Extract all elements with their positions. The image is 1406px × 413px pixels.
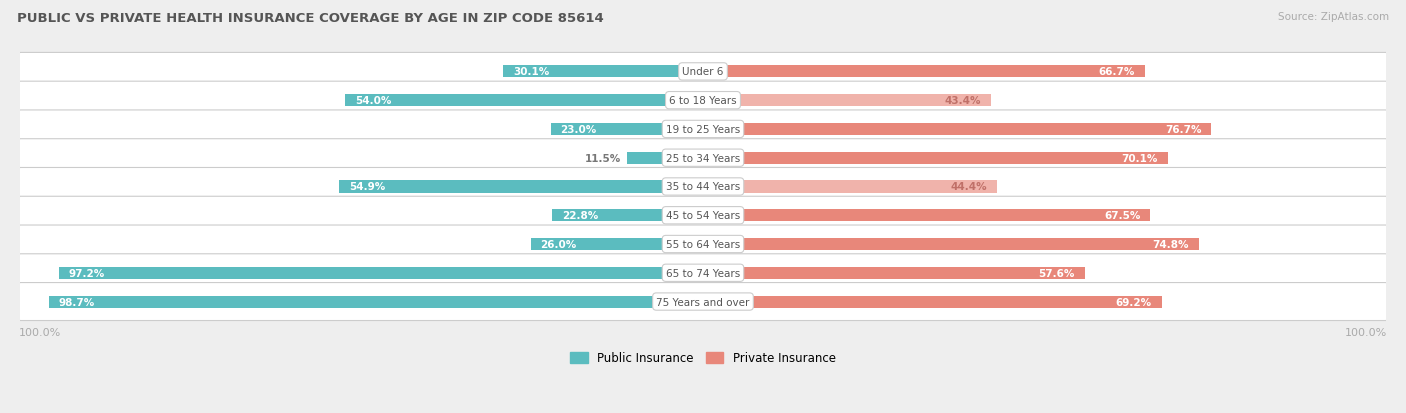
Bar	[703, 181, 997, 193]
Bar	[703, 238, 1199, 250]
Bar	[503, 66, 703, 78]
Bar	[703, 123, 1212, 135]
Bar	[703, 210, 1150, 222]
Text: 6 to 18 Years: 6 to 18 Years	[669, 96, 737, 106]
Text: 43.4%: 43.4%	[945, 96, 981, 106]
Text: 65 to 74 Years: 65 to 74 Years	[666, 268, 740, 278]
FancyBboxPatch shape	[18, 197, 1388, 235]
Bar	[703, 267, 1085, 279]
Bar	[627, 152, 703, 164]
Text: 25 to 34 Years: 25 to 34 Years	[666, 153, 740, 163]
Text: 75 Years and over: 75 Years and over	[657, 297, 749, 307]
Text: 74.8%: 74.8%	[1153, 240, 1189, 249]
Text: 67.5%: 67.5%	[1104, 211, 1140, 221]
Bar	[49, 296, 703, 308]
FancyBboxPatch shape	[18, 225, 1388, 263]
Text: 44.4%: 44.4%	[950, 182, 987, 192]
Text: 30.1%: 30.1%	[513, 67, 550, 77]
Text: 23.0%: 23.0%	[561, 125, 596, 135]
Text: 97.2%: 97.2%	[69, 268, 105, 278]
Bar	[703, 95, 991, 107]
Text: PUBLIC VS PRIVATE HEALTH INSURANCE COVERAGE BY AGE IN ZIP CODE 85614: PUBLIC VS PRIVATE HEALTH INSURANCE COVER…	[17, 12, 603, 25]
Bar	[703, 296, 1161, 308]
Text: Source: ZipAtlas.com: Source: ZipAtlas.com	[1278, 12, 1389, 22]
Text: 26.0%: 26.0%	[540, 240, 576, 249]
Bar	[553, 210, 703, 222]
Bar	[59, 267, 703, 279]
Text: 22.8%: 22.8%	[562, 211, 598, 221]
Text: 98.7%: 98.7%	[59, 297, 96, 307]
Text: 54.0%: 54.0%	[354, 96, 391, 106]
Bar	[703, 66, 1144, 78]
FancyBboxPatch shape	[18, 254, 1388, 292]
Text: 11.5%: 11.5%	[585, 153, 621, 163]
Legend: Public Insurance, Private Insurance: Public Insurance, Private Insurance	[571, 351, 835, 365]
Text: 54.9%: 54.9%	[349, 182, 385, 192]
Text: 66.7%: 66.7%	[1099, 67, 1135, 77]
Bar	[703, 152, 1167, 164]
Text: 69.2%: 69.2%	[1115, 297, 1152, 307]
Bar	[551, 123, 703, 135]
Text: 19 to 25 Years: 19 to 25 Years	[666, 125, 740, 135]
FancyBboxPatch shape	[18, 139, 1388, 177]
FancyBboxPatch shape	[18, 53, 1388, 91]
Text: 55 to 64 Years: 55 to 64 Years	[666, 240, 740, 249]
Bar	[339, 181, 703, 193]
Text: 70.1%: 70.1%	[1122, 153, 1157, 163]
FancyBboxPatch shape	[18, 82, 1388, 120]
Text: 45 to 54 Years: 45 to 54 Years	[666, 211, 740, 221]
Text: 76.7%: 76.7%	[1166, 125, 1202, 135]
Text: 57.6%: 57.6%	[1039, 268, 1074, 278]
Bar	[344, 95, 703, 107]
Text: 35 to 44 Years: 35 to 44 Years	[666, 182, 740, 192]
Bar	[530, 238, 703, 250]
Text: Under 6: Under 6	[682, 67, 724, 77]
FancyBboxPatch shape	[18, 168, 1388, 206]
FancyBboxPatch shape	[18, 283, 1388, 321]
FancyBboxPatch shape	[18, 111, 1388, 149]
